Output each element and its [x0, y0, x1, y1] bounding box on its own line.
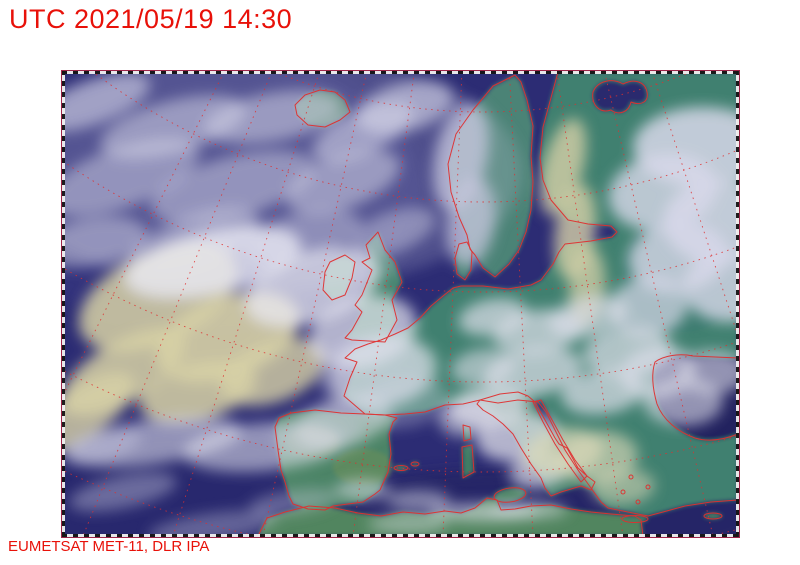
cloud-layer	[62, 71, 739, 537]
timestamp-title: UTC 2021/05/19 14:30	[9, 4, 293, 34]
satellite-image-frame	[61, 70, 740, 538]
attribution-text: EUMETSAT MET-11, DLR IPA	[8, 538, 210, 555]
frame-tick-ruler-bottom	[62, 534, 739, 537]
coastlines-overlay	[257, 71, 739, 537]
frame-tick-ruler-left	[62, 71, 65, 537]
graticule-overlay	[62, 71, 739, 537]
frame-tick-ruler-right	[736, 71, 739, 537]
frame-tick-ruler-top	[62, 71, 739, 74]
satellite-map	[62, 71, 739, 537]
